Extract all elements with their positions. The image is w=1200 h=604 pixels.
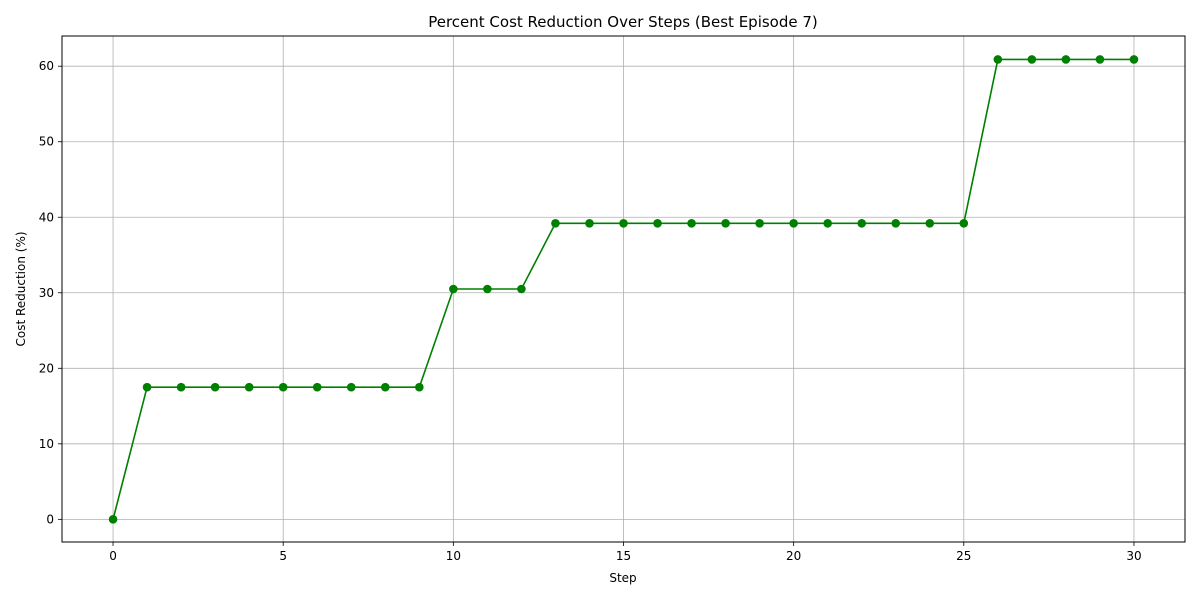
y-axis-label: Cost Reduction (%) bbox=[14, 231, 28, 346]
x-tick-label: 20 bbox=[786, 549, 801, 563]
data-point bbox=[346, 382, 356, 392]
y-tick-label: 50 bbox=[39, 135, 54, 149]
chart-title: Percent Cost Reduction Over Steps (Best … bbox=[428, 13, 818, 31]
data-point bbox=[312, 382, 322, 392]
data-point bbox=[380, 382, 390, 392]
data-point bbox=[1095, 55, 1105, 64]
data-point bbox=[857, 218, 867, 228]
data-point bbox=[176, 382, 186, 392]
y-tick-label: 10 bbox=[39, 437, 54, 451]
x-axis-label: Step bbox=[609, 571, 636, 585]
axis-ticks: 0 5 10 15 20 25 30 0 10 20 30 40 50 60 bbox=[39, 59, 1142, 563]
data-point bbox=[108, 515, 118, 524]
data-point bbox=[415, 382, 424, 392]
y-tick-label: 30 bbox=[39, 286, 54, 300]
data-point bbox=[483, 284, 492, 294]
series-layer bbox=[108, 55, 1139, 524]
data-point bbox=[891, 218, 901, 228]
grid-lines bbox=[62, 36, 1185, 542]
data-point bbox=[517, 284, 526, 294]
data-point bbox=[687, 218, 696, 228]
data-point bbox=[210, 382, 220, 392]
data-point bbox=[993, 55, 1003, 64]
data-point bbox=[1061, 55, 1071, 64]
x-tick-label: 30 bbox=[1126, 549, 1141, 563]
data-point bbox=[755, 218, 764, 228]
data-point bbox=[449, 284, 458, 294]
data-point bbox=[585, 218, 594, 228]
data-point bbox=[823, 218, 832, 228]
data-point bbox=[959, 218, 969, 228]
x-tick-label: 0 bbox=[109, 549, 117, 563]
data-point bbox=[925, 218, 935, 228]
y-tick-label: 0 bbox=[46, 512, 54, 526]
data-point bbox=[1129, 55, 1139, 64]
data-point bbox=[619, 218, 628, 228]
x-tick-label: 25 bbox=[956, 549, 971, 563]
data-point bbox=[1027, 55, 1037, 64]
x-tick-label: 15 bbox=[616, 549, 631, 563]
data-point bbox=[653, 218, 662, 228]
data-point bbox=[789, 218, 798, 228]
x-tick-label: 10 bbox=[446, 549, 461, 563]
data-point bbox=[278, 382, 288, 392]
y-tick-label: 60 bbox=[39, 59, 54, 73]
data-point bbox=[551, 218, 560, 228]
data-point bbox=[244, 382, 254, 392]
data-point bbox=[142, 382, 152, 392]
data-point bbox=[721, 218, 730, 228]
y-tick-label: 20 bbox=[39, 361, 54, 375]
y-tick-label: 40 bbox=[39, 210, 54, 224]
x-tick-label: 5 bbox=[279, 549, 287, 563]
